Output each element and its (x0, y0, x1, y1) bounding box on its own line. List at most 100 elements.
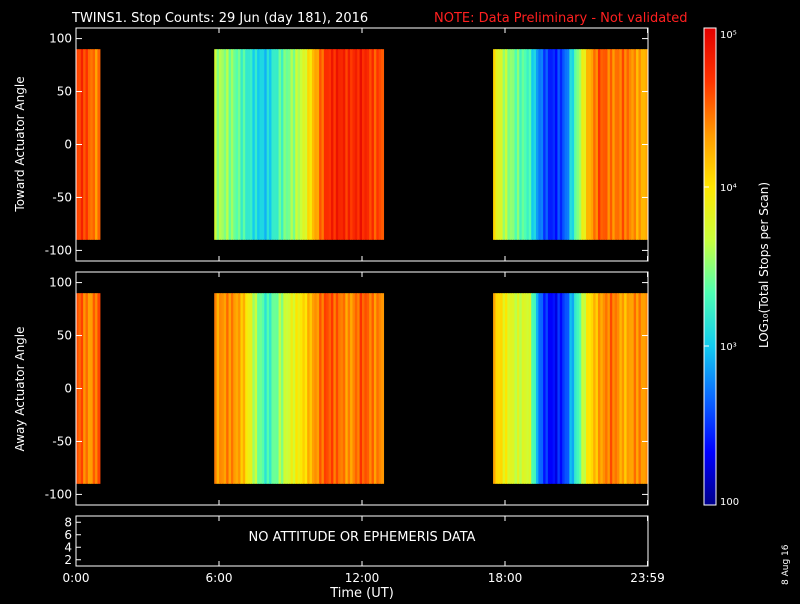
toward-heat-column (269, 49, 273, 240)
away-heat-column (226, 293, 230, 484)
away-heat-column (304, 293, 308, 484)
toward-heat-column (326, 49, 330, 240)
toward-heat-column (612, 49, 616, 240)
away-heat-column (576, 293, 580, 484)
away-heat-column (564, 293, 568, 484)
away-heat-column (378, 293, 382, 484)
toward-heat-column (240, 49, 244, 240)
toward-heat-column (259, 49, 263, 240)
away-heat-column (314, 293, 318, 484)
away-heat-column (259, 293, 263, 484)
away-heat-column (509, 293, 513, 484)
away-heatmap (76, 293, 648, 484)
toward-heat-column (271, 49, 275, 240)
away-heat-column (83, 293, 87, 484)
away-heat-column (538, 293, 542, 484)
toward-heat-column (526, 49, 530, 240)
away-heat-column (500, 293, 504, 484)
toward-heat-column (578, 49, 582, 240)
toward-heat-column (273, 49, 277, 240)
away-heat-column (600, 293, 604, 484)
toward-heat-column (621, 49, 625, 240)
toward-heat-column (521, 49, 525, 240)
toward-heat-column (552, 49, 556, 240)
away-y-tick-label: 50 (57, 329, 72, 343)
toward-heat-column (266, 49, 270, 240)
away-heat-column (245, 293, 249, 484)
away-heat-column (633, 293, 637, 484)
figure-title: TWINS1. Stop Counts: 29 Jun (day 181), 2… (71, 11, 368, 26)
away-heat-column (552, 293, 556, 484)
toward-heat-column (626, 49, 630, 240)
toward-heat-column (602, 49, 606, 240)
toward-heat-column (559, 49, 563, 240)
away-heat-column (562, 293, 566, 484)
ephemeris-y-tick-label: 6 (64, 528, 72, 542)
preliminary-note: NOTE: Data Preliminary - Not validated (434, 11, 688, 26)
toward-heat-column (226, 49, 230, 240)
away-heat-column (495, 293, 499, 484)
toward-heat-column (557, 49, 561, 240)
toward-heat-column (302, 49, 306, 240)
away-heat-column (90, 293, 94, 484)
toward-heat-column (605, 49, 609, 240)
toward-heat-column (216, 49, 220, 240)
toward-heat-column (607, 49, 611, 240)
away-heat-column (524, 293, 528, 484)
toward-heat-column (354, 49, 358, 240)
away-heat-column (300, 293, 304, 484)
toward-heat-column (350, 49, 354, 240)
toward-heat-column (562, 49, 566, 240)
away-heat-column (497, 293, 501, 484)
toward-heat-column (369, 49, 373, 240)
toward-heat-column (292, 49, 296, 240)
away-heat-column (290, 293, 294, 484)
toward-heat-column (581, 49, 585, 240)
away-heat-column (357, 293, 361, 484)
toward-heat-column (230, 49, 234, 240)
away-heat-column (602, 293, 606, 484)
away-heat-column (295, 293, 299, 484)
away-heat-column (566, 293, 570, 484)
away-heat-column (266, 293, 270, 484)
toward-heat-column (512, 49, 516, 240)
away-heat-column (345, 293, 349, 484)
away-heat-column (350, 293, 354, 484)
toward-heat-column (376, 49, 380, 240)
away-heat-column (328, 293, 332, 484)
toward-heat-column (309, 49, 313, 240)
ephemeris-y-tick-label: 8 (64, 515, 72, 529)
away-heat-column (557, 293, 561, 484)
away-heat-column (311, 293, 315, 484)
away-heat-column (621, 293, 625, 484)
away-heat-column (359, 293, 363, 484)
away-heat-column (533, 293, 537, 484)
toward-heat-column (538, 49, 542, 240)
away-heat-column (352, 293, 356, 484)
toward-heat-column (219, 49, 222, 240)
toward-heat-column (245, 49, 249, 240)
toward-heat-column (92, 49, 96, 240)
toward-heat-column (507, 49, 511, 240)
x-tick-label: 6:00 (206, 571, 233, 585)
toward-heat-column (535, 49, 539, 240)
away-heat-column (569, 293, 573, 484)
toward-heat-column (628, 49, 632, 240)
toward-heat-column (307, 49, 311, 240)
away-heat-column (333, 293, 337, 484)
away-heat-column (586, 293, 590, 484)
toward-heat-column (288, 49, 292, 240)
away-heat-column (249, 293, 253, 484)
away-heat-column (331, 293, 334, 484)
toward-heat-column (636, 49, 640, 240)
toward-heat-column (378, 49, 382, 240)
away-heat-column (364, 293, 368, 484)
toward-heat-column (528, 49, 532, 240)
away-heat-column (297, 293, 301, 484)
toward-heat-column (283, 49, 287, 240)
away-heat-column (369, 293, 373, 484)
toward-heat-column (624, 49, 628, 240)
away-heat-column (631, 293, 635, 484)
x-tick-label: 0:00 (63, 571, 90, 585)
